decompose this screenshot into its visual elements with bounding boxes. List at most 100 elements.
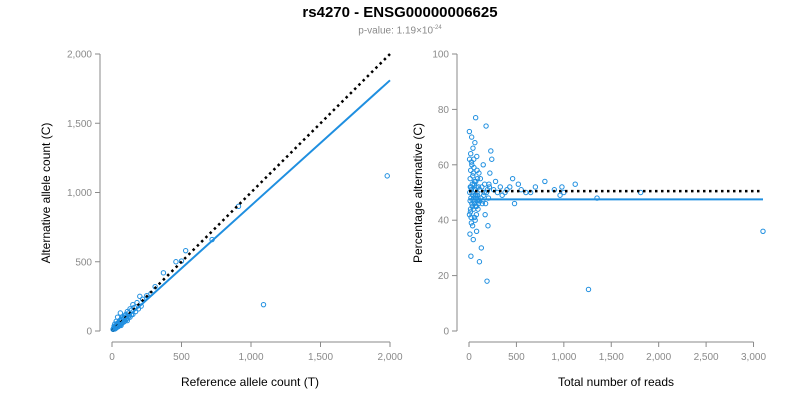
y-axis-label: Alternative allele count (C) [39,123,53,264]
data-point [637,189,644,196]
data-point [160,270,167,276]
panel-allele-counts: 0 500 1,000 1,500 2,000 0 500 1,000 1,500 2,000 Re… [39,50,403,390]
x-tick-label: 0 [466,352,472,363]
data-point [470,145,476,151]
y-tick-label: 80 [438,105,450,116]
y-tick-label: 60 [438,160,450,171]
data-point [511,200,518,207]
data-point [124,308,130,315]
x-tick-label: 500 [508,352,525,363]
data-point [473,228,480,234]
data-point [483,123,489,129]
data-point [468,214,474,221]
data-point [557,192,563,198]
data-point [523,189,529,196]
data-point [497,184,503,190]
p-value-label: p-value: 1.19×10 [358,25,434,37]
x-tick-label: 500 [173,352,190,363]
y-axis-label: Percentage alternative (C) [411,123,425,263]
x-tick-label: 2,000 [377,352,402,363]
data-point [467,206,474,212]
data-point [532,184,539,190]
chart-title: rs4270 - ENSG00000006625 [302,4,498,21]
data-point [559,184,565,190]
p-value-exponent: -24 [433,25,442,31]
data-point [484,278,490,284]
data-point [475,200,482,207]
data-point [182,247,189,254]
data-point [473,211,480,218]
data-point [472,139,478,146]
data-point [470,170,476,176]
data-point [572,181,578,187]
data-point [481,192,487,198]
data-point [499,192,505,198]
data-point [468,151,474,157]
data-point [480,162,486,168]
data-point [478,245,485,251]
data-point [468,220,475,226]
data-point [144,292,150,299]
data-point [477,175,484,182]
data-point [137,293,143,300]
data-point [485,223,491,229]
data-point [117,310,124,316]
data-point [384,173,390,179]
data-point [467,209,474,215]
data-point [470,236,476,243]
x-axis-label: Reference allele count (T) [181,375,319,389]
x-tick-label: 2,500 [694,352,719,363]
x-axis-label: Total number of reads [558,375,674,389]
x-tick-label: 1,500 [308,352,333,363]
data-point [479,200,485,207]
data-point [469,189,475,196]
data-point [542,178,548,185]
data-point [481,181,488,187]
y-tick-label: 0 [86,327,92,338]
data-point [472,203,479,210]
chart-subtitle: p-value: 1.19×10-24 [0,25,800,36]
data-point [481,189,487,196]
data-point [509,175,516,182]
data-point [489,156,495,162]
data-point [479,184,485,190]
x-tick-label: 0 [109,352,115,363]
data-point [482,211,488,218]
data-point [260,301,267,308]
data-point [760,228,766,234]
data-point [467,231,473,237]
y-tick-label: 40 [438,216,450,227]
data-point [482,200,489,207]
data-point [467,184,474,190]
x-tick-label: 1,000 [238,352,263,363]
x-tick-label: 3,000 [741,352,766,363]
data-point [487,170,493,176]
data-point [507,184,513,190]
reference-line [111,53,391,332]
data-point [476,170,482,176]
data-point [470,173,476,179]
data-point [585,286,592,293]
y-tick-label: 1,500 [67,119,92,130]
data-point [515,181,522,187]
data-point [472,115,479,121]
data-point [475,184,482,190]
data-point [470,192,476,198]
x-tick-label: 1,000 [551,352,576,363]
data-point [471,164,477,171]
data-point [173,259,179,265]
data-point [473,184,479,190]
data-point [466,128,473,135]
y-tick-label: 2,000 [67,50,92,61]
data-point [466,211,473,218]
x-tick-label: 2,000 [646,352,671,363]
data-point [472,217,478,223]
data-point [474,153,480,160]
data-point [561,189,567,196]
y-tick-label: 20 [438,271,450,282]
fit-line [111,79,391,332]
y-tick-label: 0 [443,327,449,338]
data-point [483,189,490,196]
data-point [486,184,493,190]
